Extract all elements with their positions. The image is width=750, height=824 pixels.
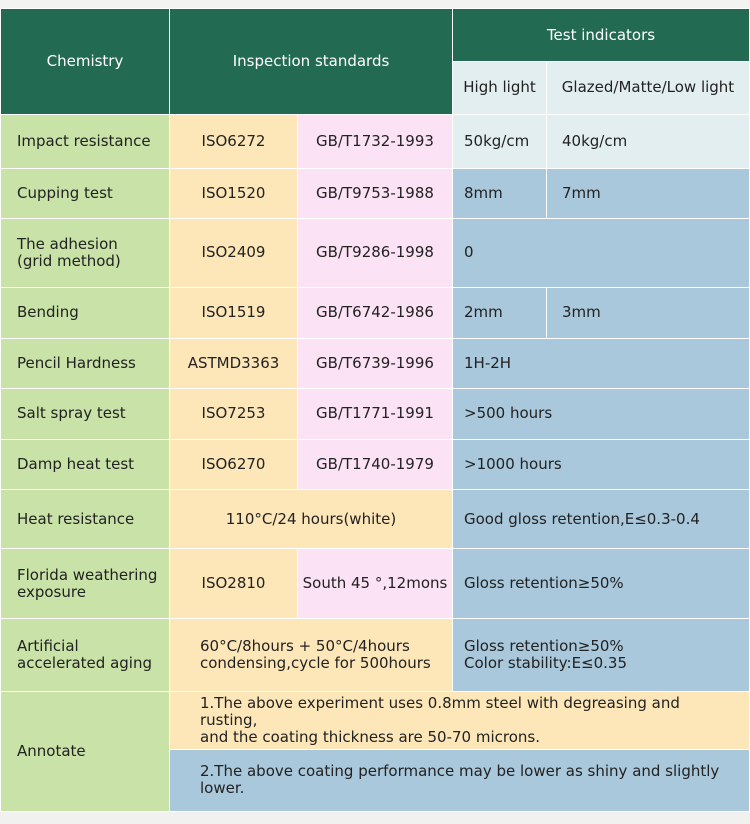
iso-standard: ASTMD3363 bbox=[170, 339, 297, 389]
result-value: >500 hours bbox=[453, 389, 749, 439]
iso-standard: ISO7253 bbox=[170, 389, 297, 439]
table-row: Salt spray test ISO7253 GB/T1771-1991 >5… bbox=[1, 389, 749, 439]
table-row: The adhesion (grid method) ISO2409 GB/T9… bbox=[1, 219, 749, 287]
result-value: Good gloss retention,E≤0.3-0.4 bbox=[453, 489, 749, 549]
row-label-line: exposure bbox=[17, 582, 86, 601]
row-label-line: (grid method) bbox=[17, 251, 121, 270]
subheader-glazed: Glazed/Matte/Low light bbox=[547, 62, 749, 114]
iso-standard: ISO2409 bbox=[170, 219, 297, 287]
spec-table: Chemistry Inspection standards Test indi… bbox=[0, 8, 750, 812]
row-label-line: accelerated aging bbox=[17, 653, 152, 672]
row-label: Salt spray test bbox=[1, 389, 169, 439]
high-light-value: 50kg/cm bbox=[453, 114, 546, 168]
iso-standard: ISO1520 bbox=[170, 168, 297, 219]
page-footer-strip bbox=[0, 812, 750, 824]
table-row: Bending ISO1519 GB/T6742-1986 2mm 3mm bbox=[1, 287, 749, 339]
gb-standard: GB/T1740-1979 bbox=[298, 439, 452, 489]
high-light-value: 8mm bbox=[453, 168, 546, 219]
result-line: Gloss retention≥50% bbox=[464, 636, 624, 655]
gb-standard: South 45 °,12mons bbox=[298, 549, 452, 618]
annotation-note-1: 1.The above experiment uses 0.8mm steel … bbox=[170, 692, 749, 749]
row-label: Pencil Hardness bbox=[1, 339, 169, 389]
result-value: Gloss retention≥50% Color stability:E≤0.… bbox=[453, 618, 749, 692]
iso-standard: ISO1519 bbox=[170, 287, 297, 339]
row-label: Impact resistance bbox=[1, 114, 169, 168]
header-inspection-standards: Inspection standards bbox=[170, 9, 452, 114]
note-line: and the coating thickness are 50-70 micr… bbox=[200, 727, 540, 746]
table-row: Pencil Hardness ASTMD3363 GB/T6739-1996 … bbox=[1, 339, 749, 389]
row-label: Heat resistance bbox=[1, 489, 169, 549]
table-row: Damp heat test ISO6270 GB/T1740-1979 >10… bbox=[1, 439, 749, 489]
row-label: Bending bbox=[1, 287, 169, 339]
glazed-value: 3mm bbox=[547, 287, 749, 339]
table-row: Cupping test ISO1520 GB/T9753-1988 8mm 7… bbox=[1, 168, 749, 219]
gb-standard: GB/T1732-1993 bbox=[298, 114, 452, 168]
gb-standard: GB/T9286-1998 bbox=[298, 219, 452, 287]
header-test-indicators: Test indicators bbox=[453, 9, 749, 62]
row-label-line: Florida weathering bbox=[17, 565, 158, 584]
annotate-row: Annotate 1.The above experiment uses 0.8… bbox=[1, 692, 749, 811]
annotate-row: 2.The above coating performance may be l… bbox=[1, 749, 749, 811]
annotation-note-2: 2.The above coating performance may be l… bbox=[170, 749, 749, 811]
row-label: Cupping test bbox=[1, 168, 169, 219]
gb-standard: GB/T6742-1986 bbox=[298, 287, 452, 339]
row-label-line: Artificial bbox=[17, 636, 79, 655]
note-line: lower. bbox=[200, 779, 245, 798]
result-value: Gloss retention≥50% bbox=[453, 549, 749, 618]
standard-line: 60°C/8hours + 50°C/4hours bbox=[200, 636, 410, 655]
note-line: 2.The above coating performance may be l… bbox=[200, 762, 720, 781]
result-value: 0 bbox=[453, 219, 749, 287]
gb-standard: GB/T9753-1988 bbox=[298, 168, 452, 219]
iso-standard: ISO6270 bbox=[170, 439, 297, 489]
annotate-label: Annotate bbox=[1, 692, 169, 811]
result-line: Color stability:E≤0.35 bbox=[464, 653, 628, 672]
gb-standard: GB/T1771-1991 bbox=[298, 389, 452, 439]
row-label: Damp heat test bbox=[1, 439, 169, 489]
row-label: Artificial accelerated aging bbox=[1, 618, 169, 692]
result-value: >1000 hours bbox=[453, 439, 749, 489]
iso-standard: ISO2810 bbox=[170, 549, 297, 618]
gb-standard: GB/T6739-1996 bbox=[298, 339, 452, 389]
result-value: 1H-2H bbox=[453, 339, 749, 389]
standard-line: condensing,cycle for 500hours bbox=[200, 653, 431, 672]
table-row: Artificial accelerated aging 60°C/8hours… bbox=[1, 618, 749, 692]
standard-value: 60°C/8hours + 50°C/4hours condensing,cyc… bbox=[170, 618, 452, 692]
row-label-line: The adhesion bbox=[17, 234, 118, 253]
table-row: Florida weathering exposure ISO2810 Sout… bbox=[1, 549, 749, 618]
row-label: The adhesion (grid method) bbox=[1, 219, 169, 287]
iso-standard: ISO6272 bbox=[170, 114, 297, 168]
high-light-value: 2mm bbox=[453, 287, 546, 339]
glazed-value: 40kg/cm bbox=[547, 114, 749, 168]
table-row: Impact resistance ISO6272 GB/T1732-1993 … bbox=[1, 114, 749, 168]
note-line: 1.The above experiment uses 0.8mm steel … bbox=[200, 693, 680, 729]
subheader-high-light: High light bbox=[453, 62, 546, 114]
header-chemistry: Chemistry bbox=[1, 9, 169, 114]
standard-value: 110°C/24 hours(white) bbox=[170, 489, 452, 549]
glazed-value: 7mm bbox=[547, 168, 749, 219]
table-row: Heat resistance 110°C/24 hours(white) Go… bbox=[1, 489, 749, 549]
row-label: Florida weathering exposure bbox=[1, 549, 169, 618]
